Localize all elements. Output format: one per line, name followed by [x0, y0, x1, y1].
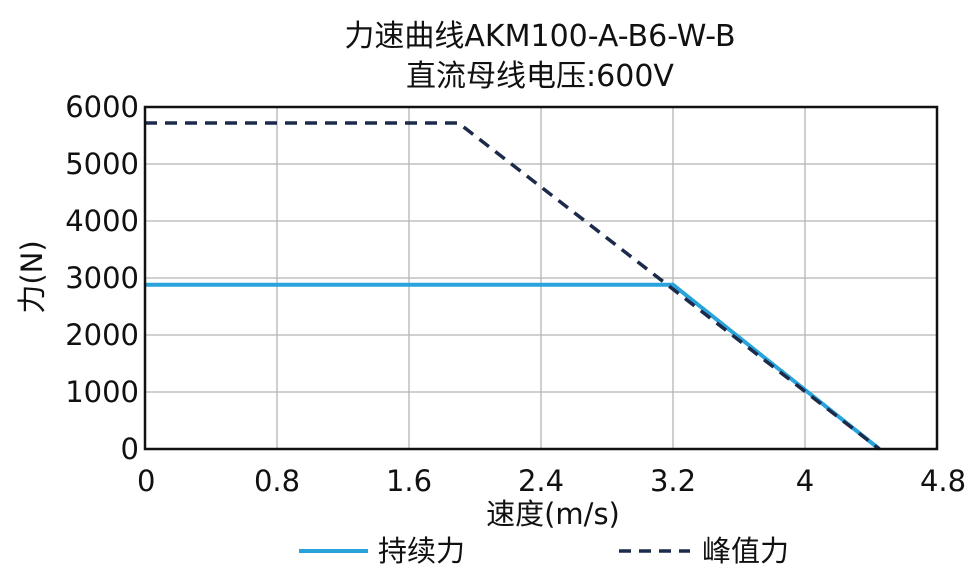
y-tick-label-6: 6000 [65, 90, 139, 124]
x-tick-label-3: 2.4 [518, 464, 564, 498]
series-lines [145, 121, 881, 451]
legend-label-0: 持续力 [378, 534, 465, 568]
y-tick-label-4: 4000 [65, 204, 139, 238]
x-tick-label-4: 3.2 [650, 464, 696, 498]
series-line-0 [145, 282, 881, 451]
y-tick-label-3: 3000 [65, 261, 139, 295]
grid-lines [144, 106, 938, 450]
x-tick-label-1: 0.8 [254, 464, 300, 498]
y-axis-label: 力(N) [15, 240, 49, 313]
legend: 持续力 峰值力 [299, 534, 789, 568]
legend-label-1: 峰值力 [702, 534, 789, 568]
y-tick-label-5: 5000 [65, 147, 139, 181]
chart-subtitle: 直流母线电压:600V [406, 59, 674, 94]
plot-frame [143, 105, 939, 451]
x-tick-labels: 0 0.8 1.6 2.4 3.2 4 4.8 [137, 464, 966, 498]
x-tick-label-2: 1.6 [386, 464, 432, 498]
x-tick-label-6: 4.8 [920, 464, 966, 498]
series-line-1 [145, 121, 881, 451]
chart-title: 力速曲线AKM100-A-B6-W-B [344, 19, 735, 54]
y-tick-label-0: 0 [121, 432, 139, 466]
y-tick-labels: 0 1000 2000 3000 4000 5000 6000 [65, 90, 139, 466]
x-axis-label: 速度(m/s) [486, 497, 620, 531]
y-tick-label-1: 1000 [65, 375, 139, 409]
x-tick-label-0: 0 [137, 464, 155, 498]
y-tick-label-2: 2000 [65, 318, 139, 352]
x-tick-label-5: 4 [796, 464, 814, 498]
